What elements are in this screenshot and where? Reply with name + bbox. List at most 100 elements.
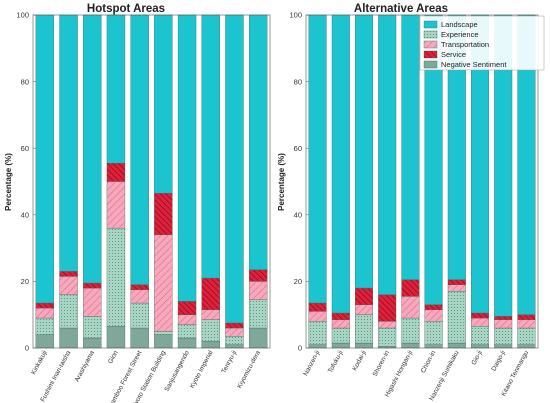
alternative-bar-nanzen-ji bbox=[308, 14, 327, 349]
hotspot-segment-negative-sentiment bbox=[154, 334, 173, 349]
alternative-segment-experience bbox=[447, 291, 466, 344]
alternative-segment-transportation bbox=[424, 309, 443, 322]
alternative-segment-landscape bbox=[355, 14, 373, 289]
alternative-segment-experience bbox=[355, 314, 373, 344]
hotspot-ytick-label: 20 bbox=[21, 277, 29, 286]
legend-swatch-negative-sentiment bbox=[423, 60, 438, 69]
hotspot-segment-service bbox=[225, 322, 244, 329]
alternative-segment-experience bbox=[331, 327, 350, 344]
hotspot-bars bbox=[35, 14, 268, 349]
legend-label-service: Service bbox=[441, 50, 466, 59]
alternative-bar-chion-in bbox=[424, 14, 443, 349]
hotspot-segment-experience bbox=[130, 302, 149, 329]
hotspot-segment-service bbox=[83, 282, 102, 289]
hotspot-xtick-label: Kinkakuji bbox=[30, 350, 48, 376]
legend-box bbox=[419, 15, 545, 71]
alternative-xtick-label: Shoren-in bbox=[372, 349, 392, 378]
hotspot-segment-experience bbox=[201, 319, 220, 342]
alternative-axes-frame bbox=[305, 14, 539, 349]
hotspot-ytick-label: 0 bbox=[25, 344, 29, 353]
hotspot-axes-frame bbox=[32, 14, 271, 349]
alternative-segment-transportation bbox=[308, 311, 327, 322]
hotspot-segment-service bbox=[130, 284, 149, 290]
hotspot-segment-transportation bbox=[130, 289, 149, 304]
hotspot-segment-experience bbox=[177, 324, 197, 339]
alternative-xtick-label: Tofuku-ji bbox=[327, 350, 345, 375]
hotspot-segment-landscape bbox=[154, 14, 173, 194]
alternative-segment-experience bbox=[517, 327, 536, 345]
hotspot-bar-arashiyama bbox=[83, 14, 102, 349]
alternative-segment-experience bbox=[401, 317, 420, 344]
hotspot-bar-tenryu-ji bbox=[225, 14, 244, 349]
hotspot-segment-negative-sentiment bbox=[248, 327, 268, 349]
alternative-ytick-label: 100 bbox=[289, 11, 302, 20]
alternative-segment-service bbox=[331, 312, 350, 320]
hotspot-ytick-label: 60 bbox=[21, 144, 29, 153]
hotspot-bar-sanjusangendo bbox=[177, 14, 197, 349]
legend: LandscapeExperienceTransportationService… bbox=[419, 15, 545, 71]
legend-label-landscape: Landscape bbox=[441, 20, 478, 29]
hotspot-title: Hotspot Areas bbox=[87, 3, 165, 15]
hotspot-segment-service bbox=[177, 301, 197, 315]
alternative-segment-service bbox=[471, 312, 489, 319]
hotspot-segment-transportation bbox=[248, 281, 268, 300]
hotspot-segment-negative-sentiment bbox=[59, 327, 78, 349]
legend-swatch-transportation bbox=[423, 40, 438, 49]
hotspot-segment-landscape bbox=[201, 14, 220, 279]
hotspot-segment-experience bbox=[59, 294, 78, 329]
alternative-ylabel: Percentage (%) bbox=[277, 153, 286, 211]
alternative-bars bbox=[308, 14, 536, 349]
alternative-segment-transportation bbox=[331, 319, 350, 329]
hotspot-segment-experience bbox=[83, 316, 102, 339]
alternative-xtick-label: Daigo-ji bbox=[490, 350, 507, 373]
hotspot-xtick-label: Arashiyama bbox=[74, 349, 96, 383]
hotspot-ytick-label: 80 bbox=[21, 77, 29, 86]
alternative-segment-negative-sentiment bbox=[401, 342, 420, 349]
hotspot-bar-kinkakuji bbox=[35, 14, 55, 349]
alternative-segment-negative-sentiment bbox=[447, 342, 466, 349]
alternative-segment-negative-sentiment bbox=[494, 344, 513, 349]
hotspot-segment-landscape bbox=[177, 14, 197, 302]
hotspot-panel: Hotspot Areas Percentage (%) 0 20 40 60 80 10… bbox=[4, 3, 271, 403]
hotspot-yticks: 0 20 40 60 80 100 bbox=[16, 11, 36, 353]
alternative-segment-experience bbox=[308, 321, 327, 345]
alternative-segment-negative-sentiment bbox=[331, 342, 350, 349]
hotspot-bar-gion bbox=[106, 14, 126, 349]
alternative-title: Alternative Areas bbox=[354, 3, 448, 15]
alternative-ytick-label: 60 bbox=[294, 144, 302, 153]
alternative-segment-experience bbox=[471, 326, 489, 345]
hotspot-ytick-label: 100 bbox=[16, 11, 29, 20]
legend-swatch-experience bbox=[423, 30, 438, 39]
hotspot-bar-bamboo-forest-street bbox=[130, 14, 149, 349]
alternative-segment-negative-sentiment bbox=[517, 344, 536, 349]
alternative-xtick-label: Gio-ji bbox=[470, 350, 483, 367]
alternative-segment-experience bbox=[494, 327, 513, 345]
alternative-ytick-label: 20 bbox=[294, 277, 302, 286]
alternative-segment-service bbox=[447, 279, 466, 285]
hotspot-segment-experience bbox=[154, 331, 173, 335]
hotspot-xtick-label: Tenryu-ji bbox=[221, 350, 239, 375]
legend-label-negative-sentiment: Negative Sentiment bbox=[441, 60, 507, 69]
hotspot-segment-negative-sentiment bbox=[201, 341, 220, 349]
alternative-segment-service bbox=[355, 287, 373, 305]
alternative-ytick-label: 40 bbox=[294, 211, 302, 220]
hotspot-segment-transportation bbox=[225, 327, 244, 337]
hotspot-segment-service bbox=[154, 192, 173, 235]
alternative-ytick-label: 0 bbox=[298, 344, 302, 353]
hotspot-segment-landscape bbox=[35, 14, 55, 304]
alternative-bar-kodai-ji bbox=[355, 14, 373, 349]
alternative-xtick-label: Nanzen-ji bbox=[302, 350, 321, 378]
hotspot-bar-kiyomizu-dera bbox=[248, 14, 268, 349]
hotspot-xtick-label: Sanjusangendo bbox=[163, 349, 191, 393]
hotspot-segment-transportation bbox=[83, 287, 102, 317]
alternative-bar-higashi-hongan-ji bbox=[401, 14, 420, 349]
hotspot-xtick-label: Kyoto Imperial bbox=[189, 349, 215, 389]
alternative-segment-service bbox=[378, 294, 397, 322]
hotspot-segment-negative-sentiment bbox=[177, 337, 197, 349]
hotspot-segment-negative-sentiment bbox=[106, 326, 126, 349]
alternative-segment-negative-sentiment bbox=[355, 342, 373, 349]
alternative-bar-nanzenji-sumikaku bbox=[447, 14, 466, 349]
hotspot-segment-negative-sentiment bbox=[225, 344, 244, 349]
alternative-bar-kitano-tenmangu bbox=[517, 14, 536, 349]
